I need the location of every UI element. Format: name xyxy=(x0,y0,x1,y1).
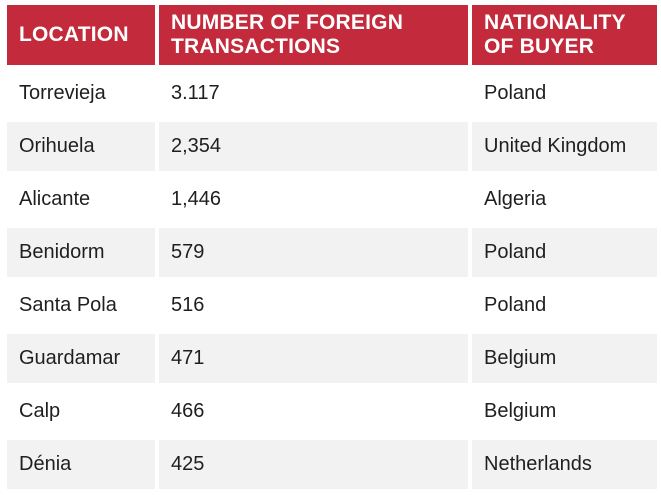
table-row: Dénia 425 Netherlands xyxy=(7,440,657,489)
table-row-partial xyxy=(7,493,657,495)
cell-location xyxy=(7,493,155,495)
cell-transactions: 425 xyxy=(159,440,468,489)
cell-location: Torrevieja xyxy=(7,69,155,118)
cell-nationality: Belgium xyxy=(472,387,657,436)
cell-nationality: Poland xyxy=(472,228,657,277)
table-row: Torrevieja 3.117 Poland xyxy=(7,69,657,118)
cell-nationality: United Kingdom xyxy=(472,122,657,171)
cell-transactions: 3.117 xyxy=(159,69,468,118)
cell-location: Guardamar xyxy=(7,334,155,383)
cell-transactions: 579 xyxy=(159,228,468,277)
cell-location: Benidorm xyxy=(7,228,155,277)
cell-transactions: 2,354 xyxy=(159,122,468,171)
cell-nationality: Poland xyxy=(472,69,657,118)
column-header-transactions: NUMBER OF FOREIGN TRANSACTIONS xyxy=(159,5,468,65)
cell-transactions: 471 xyxy=(159,334,468,383)
cell-nationality: Poland xyxy=(472,281,657,330)
column-header-location: LOCATION xyxy=(7,5,155,65)
cell-location: Orihuela xyxy=(7,122,155,171)
cell-location: Calp xyxy=(7,387,155,436)
cell-transactions: 1,446 xyxy=(159,175,468,224)
column-header-nationality: NATIONALITY OF BUYER xyxy=(472,5,657,65)
cell-location: Alicante xyxy=(7,175,155,224)
cell-transactions: 516 xyxy=(159,281,468,330)
cell-nationality xyxy=(472,493,657,495)
cell-location: Santa Pola xyxy=(7,281,155,330)
table-row: Benidorm 579 Poland xyxy=(7,228,657,277)
table-row: Calp 466 Belgium xyxy=(7,387,657,436)
cell-nationality: Algeria xyxy=(472,175,657,224)
cell-nationality: Netherlands xyxy=(472,440,657,489)
table-header-row: LOCATION NUMBER OF FOREIGN TRANSACTIONS … xyxy=(7,5,657,65)
table-row: Guardamar 471 Belgium xyxy=(7,334,657,383)
cell-transactions xyxy=(159,493,468,495)
table-row: Orihuela 2,354 United Kingdom xyxy=(7,122,657,171)
table-row: Alicante 1,446 Algeria xyxy=(7,175,657,224)
table-row: Santa Pola 516 Poland xyxy=(7,281,657,330)
cell-location: Dénia xyxy=(7,440,155,489)
cell-transactions: 466 xyxy=(159,387,468,436)
cell-nationality: Belgium xyxy=(472,334,657,383)
